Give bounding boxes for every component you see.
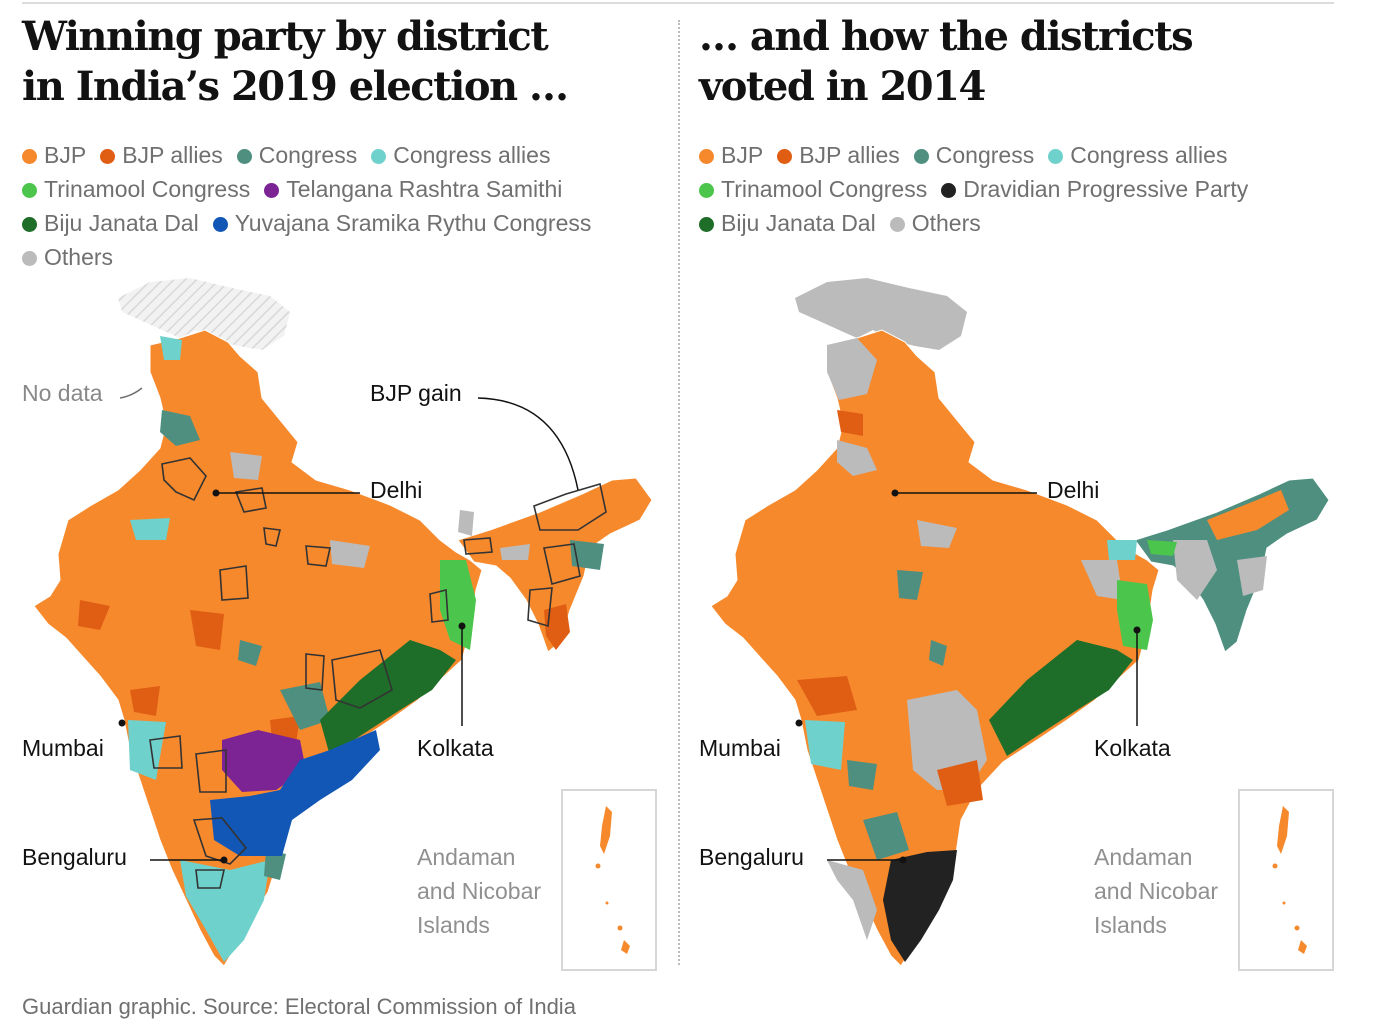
legend-item: BJP allies [100, 138, 223, 172]
legend-row: BJP BJP allies Congress Congress allies [22, 138, 662, 172]
legend-label: Biju Janata Dal [721, 210, 876, 236]
legend-label: Congress [935, 142, 1035, 168]
legend-label: BJP allies [799, 142, 900, 168]
panel-2019: Winning party by district in India’s 201… [0, 0, 660, 1000]
island-label-2014: Andaman and Nicobar Islands [1094, 840, 1218, 942]
legend-label: Congress allies [1070, 142, 1228, 168]
andaman-islands-2014 [1272, 806, 1307, 954]
legend-swatch [699, 217, 714, 232]
delhi-label: Delhi [1047, 477, 1100, 503]
delhi-label: Delhi [370, 477, 423, 503]
legend-swatch [22, 183, 37, 198]
legend-swatch [889, 217, 905, 232]
island-label-line: Andaman [417, 844, 516, 870]
top-rule [22, 2, 1334, 4]
title-line: … and how the districts [699, 13, 1194, 60]
mumbai-label: Mumbai [22, 735, 104, 761]
andaman-islands-2019 [595, 806, 630, 954]
legend-swatch [941, 183, 957, 198]
legend-item: Biju Janata Dal [22, 206, 199, 240]
legend-item: Congress allies [371, 138, 550, 172]
bengaluru-label: Bengaluru [699, 844, 804, 870]
legend-item: BJP [22, 138, 86, 172]
legend-item: Trinamool Congress [699, 172, 927, 206]
legend-label: Yuvajana Sramika Rythu Congress [234, 210, 592, 236]
legend-swatch [236, 149, 252, 164]
legend-item: Yuvajana Sramika Rythu Congress [212, 206, 592, 240]
mumbai-marker [118, 719, 126, 727]
legend-label: Dravidian Progressive Party [963, 176, 1249, 202]
legend-label: BJP [44, 142, 87, 168]
legend-swatch [22, 217, 37, 232]
legend-row: Trinamool Congress Telangana Rashtra Sami… [22, 172, 662, 206]
legend-label: BJP allies [122, 142, 223, 168]
legend-swatch [1048, 149, 1064, 164]
legend-row: Biju Janata Dal Others [699, 206, 1339, 240]
legend-item: Dravidian Progressive Party [941, 172, 1248, 206]
island-inset-box-2014 [1238, 789, 1334, 971]
legend-label: Trinamool Congress [44, 176, 251, 202]
legend-label: Congress allies [393, 142, 551, 168]
legend-item: Congress [236, 138, 358, 172]
india-map-2019 [33, 278, 653, 967]
legend-swatch [699, 183, 714, 198]
legend-item: Congress [913, 138, 1035, 172]
legend-swatch [699, 149, 714, 164]
legend-label: BJP [721, 142, 764, 168]
legend-item: Congress allies [1048, 138, 1227, 172]
legend-2019: BJP BJP allies Congress Congress allies Trin… [22, 138, 662, 274]
legend-item: Trinamool Congress [22, 172, 250, 206]
legend-row: BJP BJP allies Congress Congress allies [699, 138, 1339, 172]
legend-label: Others [44, 244, 114, 270]
kolkata-label: Kolkata [1094, 735, 1171, 761]
legend-item: BJP allies [777, 138, 900, 172]
legend-2014: BJP BJP allies Congress Congress allies Trin… [699, 138, 1339, 240]
island-label-line: Andaman [1094, 844, 1193, 870]
island-label-line: and Nicobar [1094, 878, 1219, 904]
legend-swatch [371, 149, 387, 164]
legend-item: Others [22, 240, 113, 274]
title-line: voted in 2014 [699, 63, 986, 110]
bengaluru-label: Bengaluru [22, 844, 127, 870]
legend-item: BJP [699, 138, 763, 172]
legend-row: Biju Janata Dal Yuvajana Sramika Rythu Co… [22, 206, 662, 240]
legend-item: Biju Janata Dal [699, 206, 876, 240]
bjp-gain-outlines [149, 457, 607, 889]
mumbai-label: Mumbai [699, 735, 781, 761]
island-label-line: Islands [1094, 912, 1167, 938]
island-inset-box-2019 [561, 789, 657, 971]
legend-item: Telangana Rashtra Samithi [264, 172, 562, 206]
legend-swatch [22, 251, 37, 266]
island-label-line: Islands [417, 912, 490, 938]
title-line: in India’s 2019 election … [22, 63, 569, 110]
mumbai-marker [795, 719, 803, 727]
india-map-2014 [710, 278, 1330, 967]
legend-label: Telangana Rashtra Samithi [286, 176, 563, 202]
legend-item: Others [889, 206, 981, 240]
legend-swatch [100, 149, 116, 164]
legend-label: Congress [258, 142, 358, 168]
legend-row: Trinamool Congress Dravidian Progressive … [699, 172, 1339, 206]
legend-swatch [913, 149, 929, 164]
source-note: Guardian graphic. Source: Electoral Comm… [22, 994, 576, 1019]
legend-swatch [777, 149, 793, 164]
island-label-line: and Nicobar [417, 878, 542, 904]
legend-swatch [212, 217, 228, 232]
bjp-gain-label: BJP gain [370, 380, 462, 406]
legend-swatch [264, 183, 280, 198]
panel-2014: … and how the districts voted in 2014 BJ… [677, 0, 1337, 1000]
kolkata-label: Kolkata [417, 735, 494, 761]
panel-divider [678, 20, 680, 965]
no-data-region [118, 278, 290, 350]
legend-label: Trinamool Congress [721, 176, 928, 202]
title-2014: … and how the districts voted in 2014 [699, 12, 1194, 112]
title-line: Winning party by district [22, 13, 549, 60]
legend-row: Others [22, 240, 662, 274]
title-2019: Winning party by district in India’s 201… [22, 12, 569, 112]
legend-label: Biju Janata Dal [44, 210, 199, 236]
legend-swatch [22, 149, 37, 164]
island-label-2019: Andaman and Nicobar Islands [417, 840, 541, 942]
no-data-label: No data [22, 380, 103, 406]
legend-label: Others [911, 210, 981, 236]
